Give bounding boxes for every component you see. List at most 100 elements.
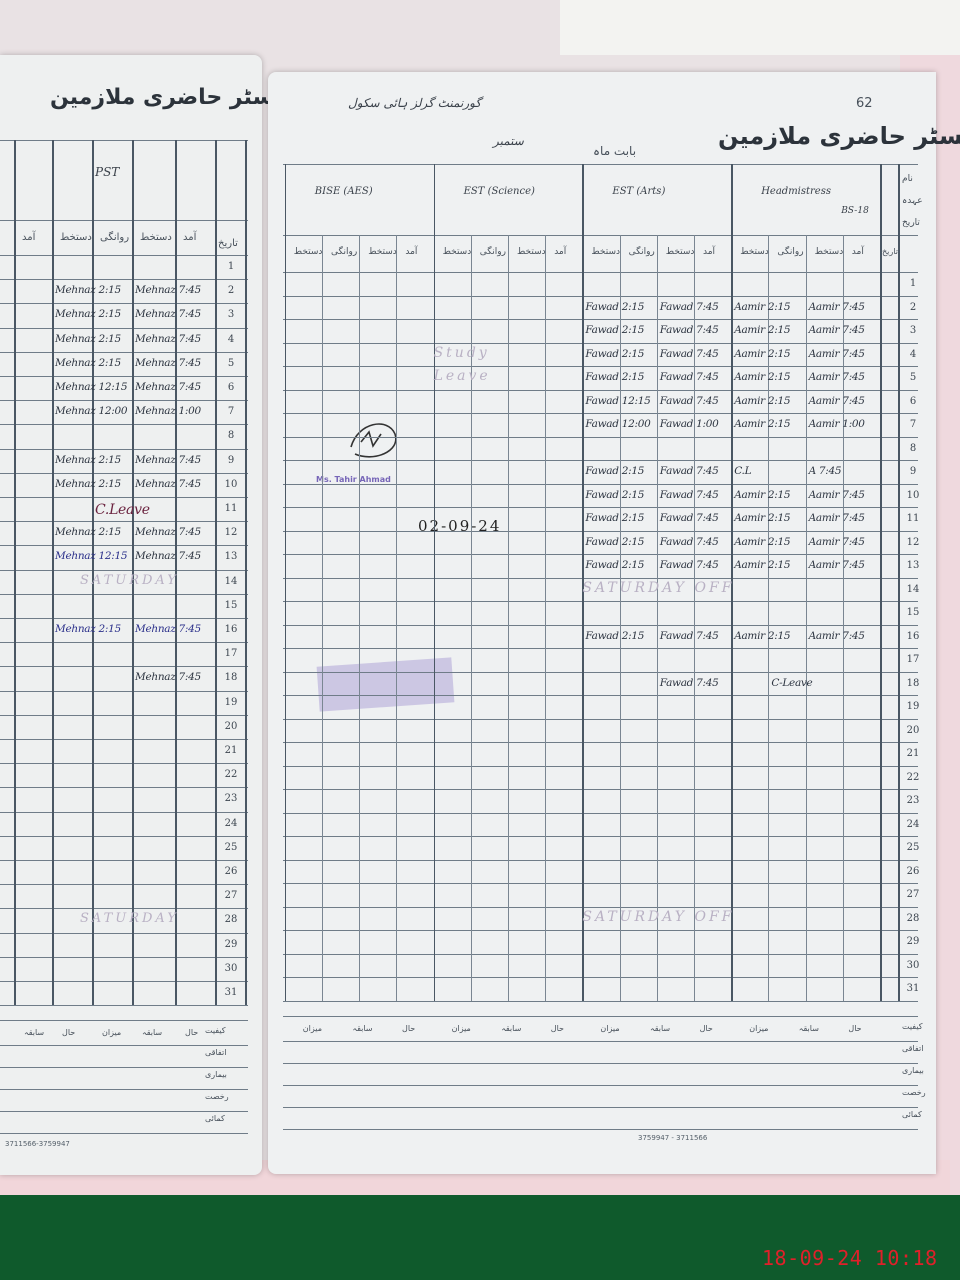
row-number: 17 [224,648,238,660]
grid-row-line [283,695,918,696]
summary-header: سابقہ [650,1023,671,1033]
row-number: 6 [909,395,917,407]
attendance-entry: Aamir 7:45 [808,488,865,501]
grid-row-line [283,977,918,978]
attendance-entry: Aamir 2:15 [734,418,791,430]
attendance-entry: Mehnaz 1:00 [135,405,201,418]
grid-column-line [433,164,436,1001]
grid-column-line [582,164,584,1001]
row-number: 13 [224,551,238,563]
attendance-entry: Fawad 7:45 [659,300,719,313]
attendance-entry: Mehnaz 2:15 [55,284,121,297]
row-number: 30 [224,962,238,974]
column-subheader: روانگی [628,247,655,257]
row-number: 22 [224,769,238,781]
attendance-entry: Mehnaz 7:45 [135,623,201,635]
summary-header: حال [185,1028,199,1038]
row-number: 10 [906,489,920,501]
attendance-entry: Aamir 2:15 [734,300,791,313]
month-label: بابت ماہ [593,144,637,158]
column-subheader: دستخط [740,247,769,257]
attendance-entry: C.L [734,465,752,477]
summary-header: سابقہ [142,1028,163,1038]
grid-row-line [283,295,918,297]
summary-header: سابقہ [24,1028,45,1038]
row-number: 31 [224,987,238,998]
grid-row-line [0,787,248,789]
grid-row-line [0,714,248,716]
grid-row-line [283,577,918,579]
row-number: 15 [906,607,920,618]
attendance-entry: Aamir 2:15 [734,371,791,383]
attendance-entry: Fawad 7:45 [659,324,719,336]
row-number: 4 [909,348,917,360]
row-number: 7 [227,406,235,418]
row-number: 11 [906,513,920,524]
table-surface [0,1195,960,1280]
attendance-entry: Mehnaz 2:15 [55,453,121,466]
column-subheader: دستخط [442,247,472,257]
summary-label: کیفیت [205,1026,226,1036]
row-number: 10 [224,478,238,490]
grid-column-line [14,140,16,1006]
row-number: 26 [224,866,238,877]
attendance-entry: Fawad 2:15 [585,300,645,313]
column-subheader: آمد [554,247,567,257]
grid-column-line [880,164,882,1001]
left-footer: 3711566-3759947 [5,1140,70,1148]
grid-row-line [0,376,248,377]
summary-line [283,1106,918,1108]
grid-column-line [359,235,361,1001]
row-number: 11 [224,503,238,514]
grid-header-line [283,235,918,236]
attendance-entry: Aamir 2:15 [734,324,791,336]
attendance-entry: Aamir 7:45 [808,371,865,383]
attendance-entry: Mehnaz 7:45 [135,453,201,466]
group-header-label: BISE (AES) [314,186,373,197]
attendance-entry: Fawad 2:15 [585,465,645,477]
row-number: 3 [909,325,917,336]
grid-row-line [0,279,248,281]
attendance-entry: Mehnaz 7:45 [135,284,201,297]
grid-row-line [283,601,918,602]
row-number: 29 [906,936,920,947]
school-header-line: گورنمنٹ گرلز ہائی سکول [348,96,482,110]
attendance-entry: Aamir 1:00 [808,418,865,430]
column-subheader: روانگی [777,247,804,257]
signature-mark [350,423,397,458]
grid-row-line [0,763,248,765]
attendance-entry: Aamir 7:45 [808,559,865,571]
column-subheader: آمد [405,247,418,257]
grid-row-line [283,1000,918,1002]
attendance-entry: Mehnaz 2:15 [55,356,121,369]
row-number: 14 [224,575,238,587]
grid-column-line [619,235,621,1001]
summary-line [283,1084,918,1086]
summary-line [0,1045,248,1047]
attendance-entry: Mehnaz 7:45 [135,671,201,684]
attendance-entry: Aamir 2:15 [734,488,791,501]
row-number: 24 [224,817,238,829]
attendance-entry: Fawad 7:45 [659,394,719,407]
attendance-entry: Fawad 2:15 [585,559,645,571]
attendance-entry: Mehnaz 7:45 [135,477,201,490]
row-number: 20 [224,720,238,732]
row-number: 2 [227,285,235,297]
column-subheader: دستخط [140,232,172,243]
summary-label: اتفاقی [205,1048,227,1058]
row-number: 8 [909,442,917,454]
faint-note: Leave [433,368,491,384]
row-number: 18 [906,677,920,689]
attendance-entry: Aamir 7:45 [808,394,865,407]
summary-header: میزان [451,1023,471,1033]
attendance-entry: Mehnaz 12:15 [55,550,128,563]
attendance-entry: Aamir 2:15 [734,347,791,360]
row-number: 20 [906,724,920,736]
attendance-entry: Mehnaz 12:15 [55,381,128,393]
row-number: 2 [909,301,917,313]
row-number: 12 [224,527,238,539]
grid-column-line [284,164,287,1001]
grid-column-line [768,235,770,1001]
grid-column-line [322,235,323,1001]
page-number: 62 [856,96,873,111]
